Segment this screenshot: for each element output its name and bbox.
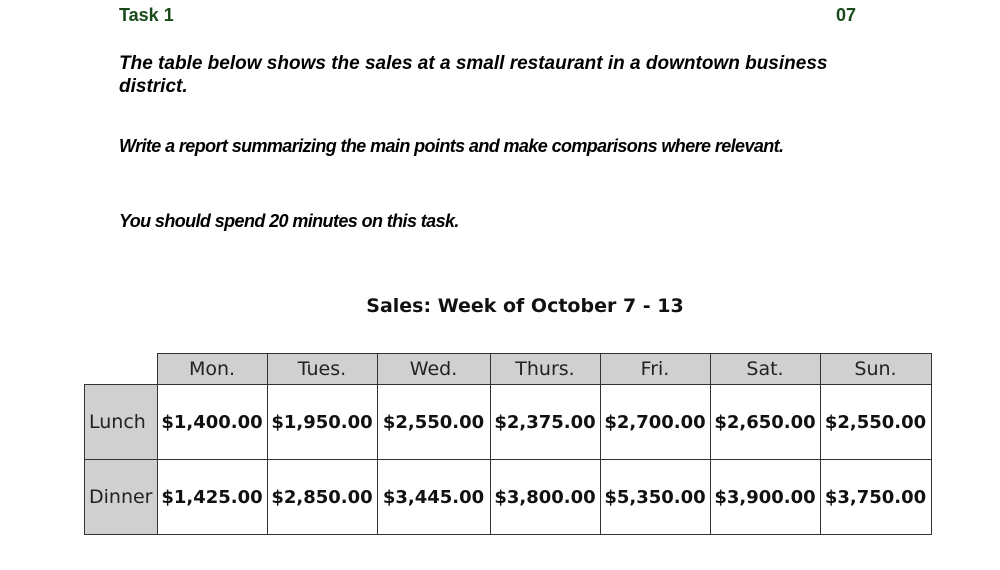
column-header-wed: Wed. [376, 353, 491, 385]
column-header-tues: Tues. [266, 353, 378, 385]
task-label: Task 1 [119, 5, 174, 25]
cell-lunch-mon: $1,400.00 [156, 384, 268, 460]
table-header-row: Mon. Tues. Wed. Thurs. Fri. Sat. Sun. [84, 353, 932, 385]
cell-dinner-sat: $3,900.00 [709, 459, 821, 535]
task-prompt: The table below shows the sales at a sma… [119, 53, 828, 97]
cell-dinner-thurs: $3,800.00 [489, 459, 601, 535]
cell-dinner-tues: $2,850.00 [266, 459, 378, 535]
cell-lunch-sat: $2,650.00 [709, 384, 821, 460]
cell-lunch-wed: $2,550.00 [376, 384, 491, 460]
cell-dinner-mon: $1,425.00 [156, 459, 268, 535]
task-number: 07 [836, 5, 857, 25]
table-corner-cell [84, 353, 158, 385]
column-header-thurs: Thurs. [489, 353, 601, 385]
table-row-dinner: Dinner $1,425.00 $2,850.00 $3,445.00 $3,… [84, 459, 932, 535]
cell-lunch-fri: $2,700.00 [599, 384, 711, 460]
column-header-sun: Sun. [819, 353, 932, 385]
cell-lunch-thurs: $2,375.00 [489, 384, 601, 460]
column-header-mon: Mon. [156, 353, 268, 385]
table-row-lunch: Lunch $1,400.00 $1,950.00 $2,550.00 $2,3… [84, 384, 932, 460]
time-note: You should spend 20 minutes on this task… [119, 211, 459, 231]
table-title: Sales: Week of October 7 - 13 [366, 295, 684, 317]
cell-lunch-sun: $2,550.00 [819, 384, 932, 460]
sales-table: Mon. Tues. Wed. Thurs. Fri. Sat. Sun. Lu… [84, 353, 932, 535]
cell-dinner-wed: $3,445.00 [376, 459, 491, 535]
cell-dinner-fri: $5,350.00 [599, 459, 711, 535]
row-header-lunch: Lunch [84, 384, 158, 460]
task-instruction: Write a report summarizing the main poin… [119, 136, 784, 156]
cell-lunch-tues: $1,950.00 [266, 384, 378, 460]
cell-dinner-sun: $3,750.00 [819, 459, 932, 535]
column-header-fri: Fri. [599, 353, 711, 385]
row-header-dinner: Dinner [84, 459, 158, 535]
column-header-sat: Sat. [709, 353, 821, 385]
